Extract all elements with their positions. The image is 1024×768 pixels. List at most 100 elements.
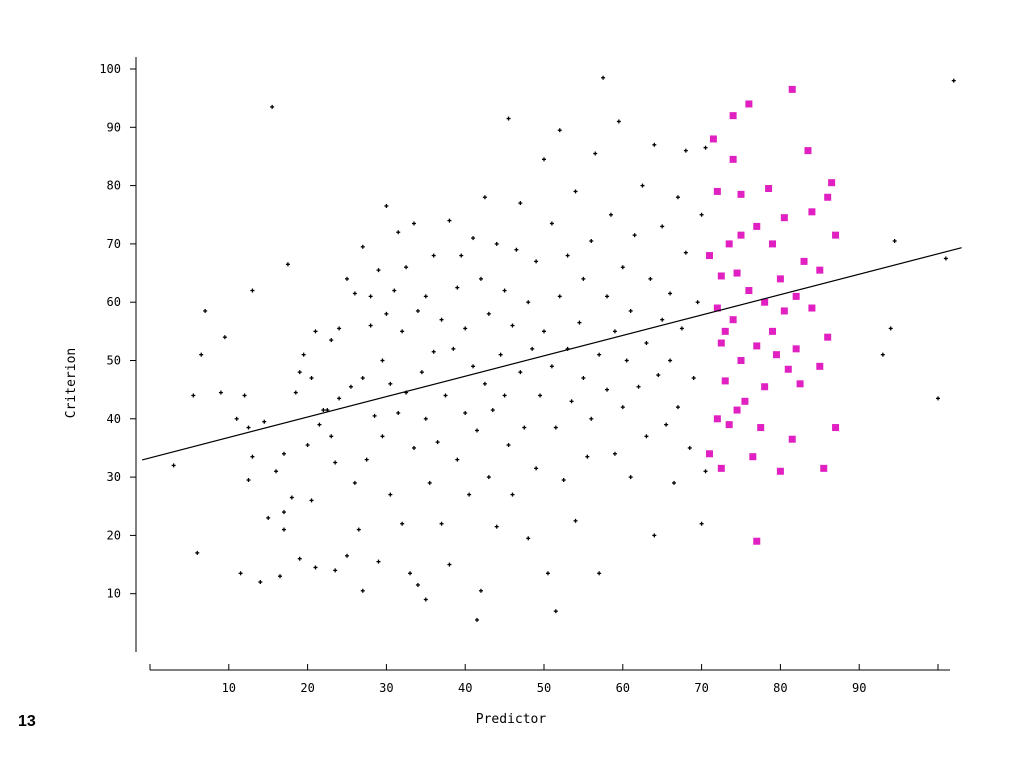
data-point bbox=[345, 276, 349, 281]
data-point bbox=[486, 311, 491, 316]
highlighted-point bbox=[776, 275, 784, 283]
data-point bbox=[589, 416, 594, 421]
data-point bbox=[455, 457, 460, 462]
data-point bbox=[333, 460, 338, 465]
data-point bbox=[396, 410, 401, 415]
data-point bbox=[333, 568, 338, 573]
data-point bbox=[581, 375, 586, 380]
data-point bbox=[569, 399, 574, 404]
data-point bbox=[463, 326, 468, 331]
data-point bbox=[246, 425, 251, 430]
data-point bbox=[246, 478, 251, 483]
data-point bbox=[278, 574, 283, 579]
highlighted-point bbox=[780, 214, 788, 222]
highlighted-point bbox=[705, 450, 713, 458]
data-point bbox=[565, 253, 570, 258]
data-point bbox=[534, 259, 539, 264]
data-point bbox=[660, 224, 665, 229]
data-point bbox=[892, 238, 897, 243]
data-point bbox=[238, 571, 243, 576]
data-point bbox=[364, 457, 369, 462]
data-point bbox=[506, 116, 511, 121]
data-point bbox=[482, 195, 487, 200]
data-point bbox=[589, 238, 594, 243]
x-tick-label: 60 bbox=[616, 681, 630, 695]
highlighted-point bbox=[717, 464, 725, 472]
highlighted-point bbox=[804, 147, 812, 155]
data-point bbox=[679, 326, 684, 331]
data-point bbox=[652, 533, 657, 538]
data-point bbox=[656, 373, 661, 378]
highlighted-point bbox=[729, 112, 737, 120]
highlighted-point bbox=[769, 327, 777, 335]
data-point bbox=[577, 320, 582, 325]
data-point bbox=[490, 408, 495, 413]
data-point bbox=[518, 201, 523, 206]
highlighted-point bbox=[733, 269, 741, 277]
y-tick-label: 50 bbox=[107, 354, 121, 368]
data-point bbox=[467, 492, 472, 497]
data-point bbox=[644, 434, 649, 439]
data-point bbox=[388, 492, 393, 497]
data-point bbox=[250, 288, 255, 293]
x-tick-label: 30 bbox=[379, 681, 393, 695]
data-point bbox=[439, 521, 444, 526]
y-tick-label: 40 bbox=[107, 412, 121, 426]
data-point bbox=[356, 527, 361, 532]
highlighted-point bbox=[792, 345, 800, 353]
highlighted-point bbox=[816, 362, 824, 370]
data-point bbox=[553, 609, 558, 614]
data-point bbox=[396, 230, 401, 235]
data-point bbox=[218, 390, 223, 395]
data-point bbox=[510, 492, 515, 497]
data-point bbox=[628, 475, 633, 480]
data-point bbox=[522, 425, 527, 430]
highlighted-point bbox=[725, 240, 733, 248]
data-point bbox=[478, 276, 483, 281]
data-point bbox=[380, 358, 385, 363]
data-point bbox=[683, 148, 688, 153]
data-point bbox=[888, 326, 893, 331]
x-tick-label: 70 bbox=[694, 681, 708, 695]
data-point bbox=[699, 521, 704, 526]
data-point bbox=[478, 588, 483, 593]
highlighted-point bbox=[745, 287, 753, 295]
highlighted-point bbox=[749, 453, 757, 461]
data-point bbox=[266, 515, 271, 520]
data-point bbox=[274, 469, 279, 474]
data-point bbox=[329, 434, 334, 439]
slide-number: 13 bbox=[18, 713, 36, 730]
data-point bbox=[573, 189, 578, 194]
data-point bbox=[171, 463, 176, 468]
regression-line-group bbox=[141, 247, 962, 461]
data-point bbox=[502, 288, 507, 293]
y-tick-label: 90 bbox=[107, 120, 121, 134]
highlighted-point bbox=[828, 179, 836, 187]
highlighted-point bbox=[796, 380, 804, 388]
highlighted-point bbox=[729, 155, 737, 163]
highlighted-point bbox=[820, 464, 828, 472]
data-point bbox=[352, 291, 357, 296]
data-point bbox=[313, 329, 318, 334]
y-tick-label: 70 bbox=[107, 237, 121, 251]
data-point bbox=[880, 352, 885, 357]
data-point bbox=[297, 370, 302, 375]
highlighted-point bbox=[824, 193, 832, 201]
data-point bbox=[258, 580, 263, 585]
y-tick-label: 100 bbox=[99, 62, 121, 76]
data-point bbox=[557, 128, 562, 133]
data-point bbox=[675, 195, 680, 200]
data-point bbox=[451, 346, 456, 351]
data-point bbox=[616, 119, 621, 124]
data-point bbox=[675, 405, 680, 410]
data-point bbox=[411, 221, 416, 226]
highlighted-point bbox=[808, 208, 816, 216]
data-point bbox=[542, 329, 546, 334]
data-point bbox=[494, 241, 499, 246]
highlighted-point bbox=[705, 252, 713, 260]
data-point bbox=[561, 478, 566, 483]
data-point bbox=[411, 445, 416, 450]
data-point bbox=[542, 157, 546, 162]
highlighted-point bbox=[713, 187, 721, 195]
data-point bbox=[605, 387, 610, 392]
